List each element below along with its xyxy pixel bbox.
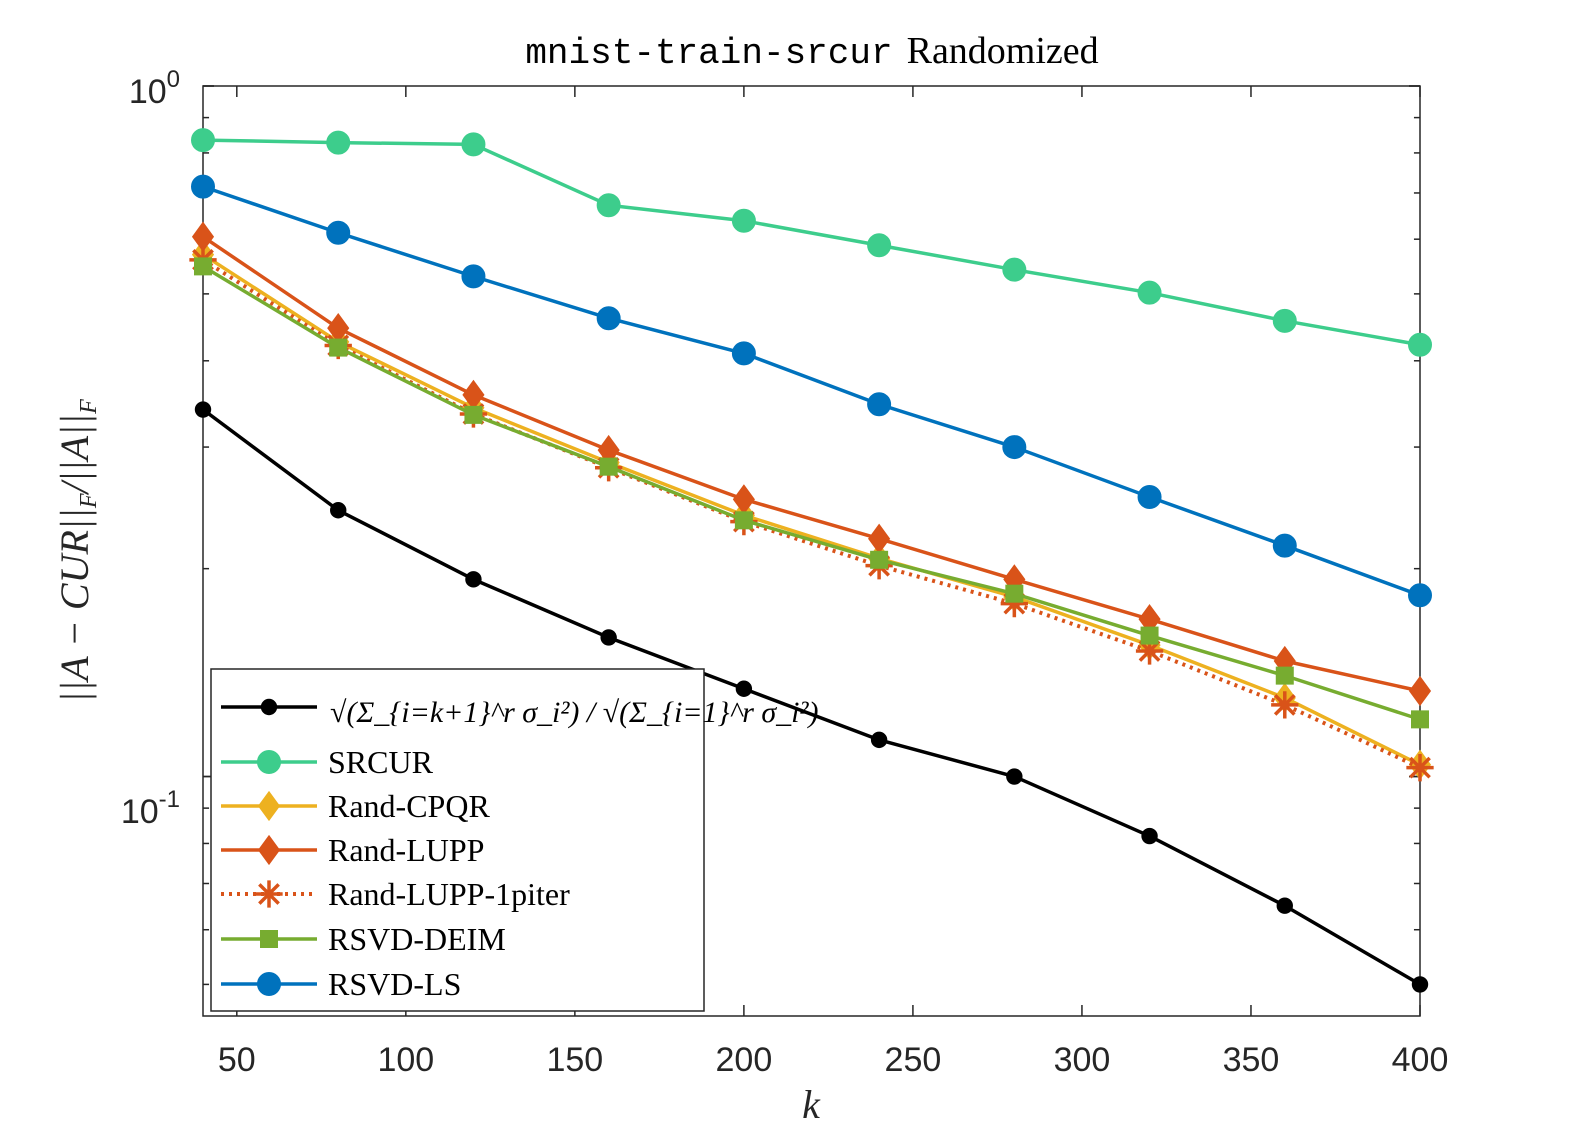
series-line-1 bbox=[202, 138, 1421, 347]
series-1 bbox=[191, 128, 1432, 357]
legend-label-6: RSVD-LS bbox=[328, 966, 461, 1002]
legend-marker-2 bbox=[257, 790, 281, 822]
series-0-point-9 bbox=[1411, 976, 1429, 993]
series-5-point-1 bbox=[329, 338, 348, 357]
x-tick-label-4: 250 bbox=[885, 1041, 942, 1079]
series-5 bbox=[194, 257, 1429, 729]
y-axis-label: ||A − CUR||F/||A||F bbox=[52, 399, 102, 703]
series-0-point-5 bbox=[870, 731, 888, 749]
series-5-point-9 bbox=[1411, 710, 1429, 729]
series-line-6 bbox=[202, 184, 1421, 597]
series-6-point-2 bbox=[461, 264, 486, 289]
chart-title-code: mnist-train-srcur bbox=[525, 33, 892, 74]
legend-marker-1 bbox=[257, 750, 281, 774]
series-6-point-4 bbox=[731, 341, 756, 366]
series-6-point-1 bbox=[326, 220, 351, 245]
series-line-5 bbox=[202, 264, 1421, 722]
chart-title: mnist-train-srcur Randomized bbox=[525, 30, 1098, 74]
series-1-point-8 bbox=[1272, 308, 1297, 333]
legend-marker-6 bbox=[257, 972, 281, 996]
series-1-point-6 bbox=[1002, 257, 1027, 282]
y-tick-label-0: 100 bbox=[129, 66, 180, 111]
series-1-point-0 bbox=[191, 128, 215, 153]
legend-marker-3 bbox=[257, 834, 281, 866]
y-tick-label-1: 10-1 bbox=[121, 786, 180, 831]
series-5-point-3 bbox=[599, 457, 618, 476]
series-1-point-5 bbox=[867, 233, 892, 258]
x-tick-labels: 50 100 150 200 250 300 350 400 bbox=[218, 1041, 1448, 1079]
series-6-point-7 bbox=[1137, 484, 1162, 509]
series-5-point-5 bbox=[870, 550, 889, 569]
x-tick-label-7: 400 bbox=[1392, 1041, 1449, 1079]
series-layer bbox=[189, 128, 1434, 993]
series-4-point-6 bbox=[1000, 589, 1028, 618]
series-4-point-8 bbox=[1271, 691, 1299, 719]
series-0-point-3 bbox=[600, 629, 617, 646]
series-0-point-8 bbox=[1276, 897, 1293, 914]
series-5-point-8 bbox=[1275, 666, 1294, 685]
series-0-point-1 bbox=[330, 502, 347, 519]
series-1-point-4 bbox=[731, 208, 756, 233]
series-5-point-2 bbox=[464, 405, 483, 424]
series-6-point-8 bbox=[1272, 533, 1297, 558]
legend-label-5: RSVD-DEIM bbox=[328, 921, 506, 957]
series-0-point-4 bbox=[735, 680, 753, 697]
series-6-point-6 bbox=[1002, 435, 1027, 460]
series-line-0 bbox=[201, 408, 1421, 986]
series-5-point-0 bbox=[194, 257, 212, 276]
x-axis-label: k bbox=[802, 1082, 821, 1127]
legend-marker-4 bbox=[255, 880, 283, 908]
series-line-2 bbox=[202, 253, 1421, 767]
series-6-point-0 bbox=[191, 174, 215, 199]
legend-label-4: Rand-LUPP-1piter bbox=[328, 876, 570, 912]
series-6-point-5 bbox=[867, 392, 892, 417]
y-tick-labels: 100 10-1 bbox=[121, 66, 180, 831]
series-6-point-9 bbox=[1408, 583, 1432, 608]
x-tick-label-1: 100 bbox=[377, 1041, 434, 1079]
x-tick-label-0: 50 bbox=[218, 1041, 256, 1079]
legend-label-1: SRCUR bbox=[328, 744, 434, 780]
series-5-point-6 bbox=[1005, 584, 1024, 603]
series-1-point-1 bbox=[326, 130, 351, 155]
legend-label-0: √(Σ_{i=k+1}^r σ_i²) / √(Σ_{i=1}^r σ_i²) bbox=[330, 696, 819, 729]
legend: √(Σ_{i=k+1}^r σ_i²) / √(Σ_{i=1}^r σ_i²) … bbox=[210, 668, 819, 1012]
legend-box bbox=[210, 668, 705, 1012]
series-4-point-7 bbox=[1135, 637, 1164, 665]
series-3-point-9 bbox=[1408, 675, 1432, 707]
legend-marker-0 bbox=[260, 698, 278, 716]
series-1-point-9 bbox=[1408, 332, 1432, 357]
x-tick-label-3: 200 bbox=[716, 1041, 773, 1079]
series-6 bbox=[191, 174, 1432, 608]
series-0-point-6 bbox=[1006, 768, 1023, 785]
series-0-point-0 bbox=[194, 401, 212, 418]
series-0-point-7 bbox=[1141, 827, 1158, 845]
series-4-point-9 bbox=[1406, 754, 1434, 782]
legend-label-3: Rand-LUPP bbox=[328, 832, 484, 868]
series-1-point-7 bbox=[1137, 280, 1162, 305]
chart-title-text: Randomized bbox=[907, 30, 1099, 72]
legend-label-2: Rand-CPQR bbox=[328, 788, 490, 824]
series-line-3 bbox=[202, 235, 1421, 693]
legend-marker-5 bbox=[260, 930, 278, 948]
series-1-point-3 bbox=[596, 193, 621, 218]
x-tick-label-5: 300 bbox=[1054, 1041, 1111, 1079]
x-tick-label-6: 350 bbox=[1223, 1041, 1280, 1079]
series-0 bbox=[194, 401, 1429, 993]
series-line-4 bbox=[201, 258, 1421, 770]
series-5-point-4 bbox=[734, 511, 753, 530]
x-tick-label-2: 150 bbox=[546, 1041, 603, 1079]
series-5-point-7 bbox=[1140, 626, 1159, 645]
series-6-point-3 bbox=[596, 306, 621, 331]
series-0-point-2 bbox=[465, 571, 482, 588]
series-1-point-2 bbox=[461, 132, 486, 157]
